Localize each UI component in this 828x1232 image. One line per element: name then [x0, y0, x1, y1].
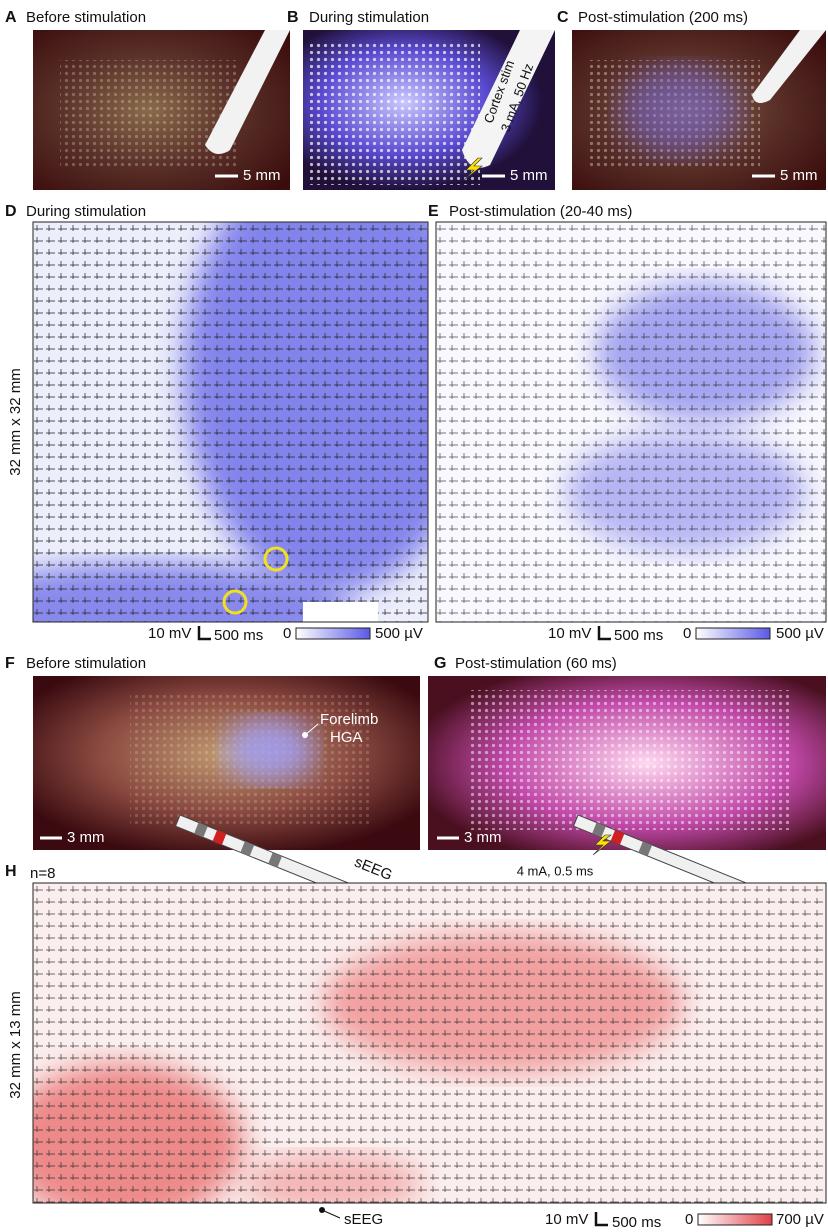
y-axis-label: 32 mm x 13 mm [7, 991, 24, 1099]
scale-voltage: 10 mV [545, 1211, 588, 1228]
probe-label: sEEG [352, 854, 395, 884]
panel-title: During stimulation [309, 9, 429, 26]
scale-time: 500 ms [614, 627, 663, 644]
panel-letter: C [557, 9, 569, 26]
electrode-grid [310, 40, 480, 185]
heatmap [436, 222, 826, 622]
scale-voltage: 10 mV [548, 625, 591, 642]
colorbar-max: 500 µV [776, 625, 824, 642]
colorbar-min: 0 [283, 625, 291, 642]
electrode-grid [60, 60, 240, 170]
panel-letter: A [5, 9, 17, 26]
heatmap [3, 883, 826, 1223]
colorbar [296, 628, 370, 639]
seeg-leader [322, 1210, 340, 1218]
page: {"panels": [ {"letter": "A", "title": "B… [0, 0, 828, 1232]
electrode-grid [470, 690, 790, 830]
body: A Before stimulation 5 mm B During stimu… [0, 0, 828, 1232]
scale-bar [599, 626, 611, 639]
panel-title: Post-stimulation (20-40 ms) [449, 203, 632, 220]
panel-title: Post-stimulation (60 ms) [455, 655, 617, 672]
scale-label: 5 mm [243, 167, 281, 184]
panel-letter: E [428, 203, 439, 220]
scale-bar [596, 1212, 608, 1225]
panel-letter: B [287, 9, 299, 26]
scale-label: 3 mm [67, 829, 105, 846]
scale-time: 500 ms [612, 1214, 661, 1231]
scale-label: 5 mm [780, 167, 818, 184]
scale-label: 3 mm [464, 829, 502, 846]
panel-title: Post-stimulation (200 ms) [578, 9, 748, 26]
scale-bar [199, 626, 211, 639]
scale-voltage: 10 mV [148, 625, 191, 642]
panel-letter: D [5, 203, 17, 220]
panel-letter: H [5, 863, 17, 880]
scale-label: 5 mm [510, 167, 548, 184]
colorbar [696, 628, 770, 639]
colorbar-max: 700 µV [776, 1211, 824, 1228]
heatmap [0, 152, 483, 662]
colorbar [698, 1214, 772, 1225]
colorbar-min: 0 [685, 1211, 693, 1228]
panel-letter: F [5, 655, 15, 672]
panel-title: Before stimulation [26, 9, 146, 26]
traces [33, 222, 428, 622]
panel-title: During stimulation [26, 203, 146, 220]
panel-title: Before stimulation [26, 655, 146, 672]
panel-title: n=8 [30, 865, 55, 882]
probe-label: sEEG [344, 1211, 383, 1228]
panel-letter: G [434, 655, 446, 672]
colorbar-min: 0 [683, 625, 691, 642]
annotation: Forelimb [320, 711, 378, 728]
scale-time: 500 ms [214, 627, 263, 644]
traces [33, 883, 826, 1203]
traces [436, 222, 826, 622]
annotation: 4 mA, 0.5 ms [517, 863, 594, 878]
annotation: HGA [330, 729, 363, 746]
glow [620, 65, 740, 155]
figure: A Before stimulation 5 mm B During stimu… [0, 0, 828, 1232]
y-axis-label: 32 mm x 32 mm [7, 368, 24, 476]
heatmap-gap [303, 602, 378, 622]
hga-glow [225, 718, 315, 782]
colorbar-max: 500 µV [375, 625, 423, 642]
